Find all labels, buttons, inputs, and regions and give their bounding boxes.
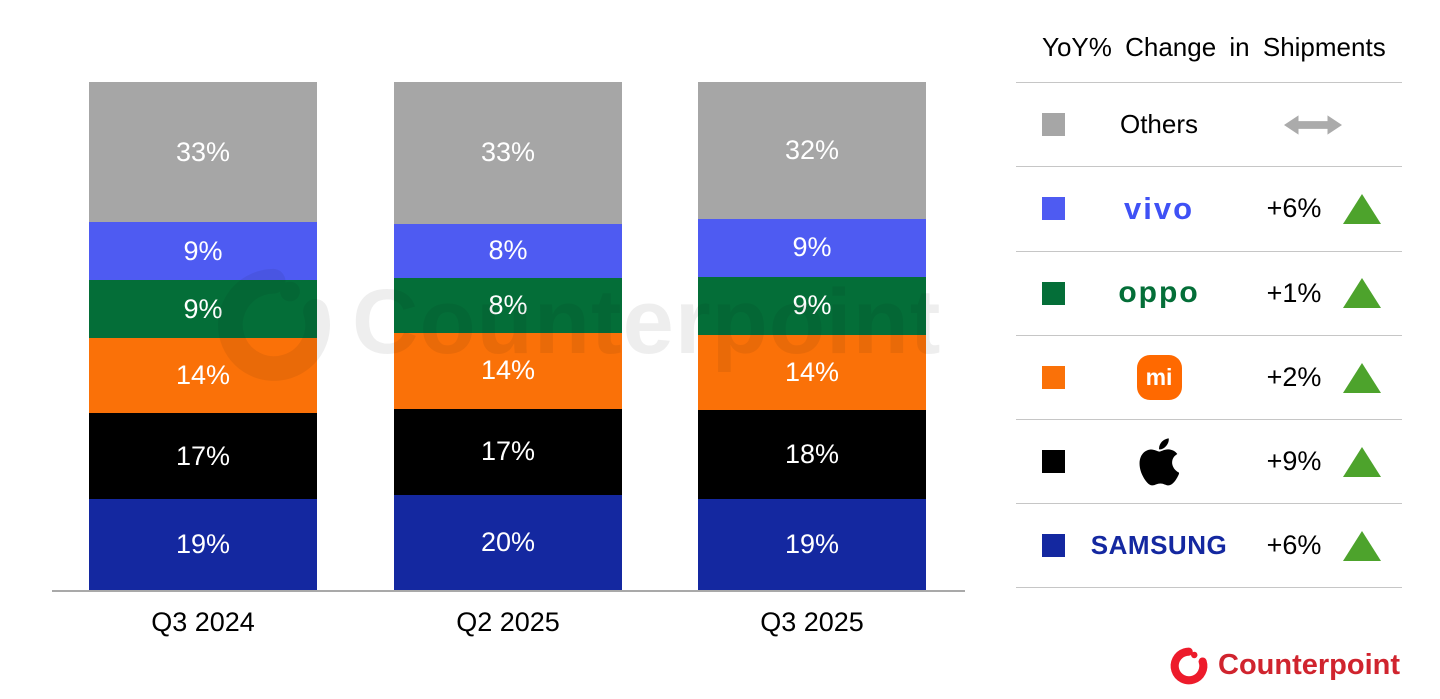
- apple-icon: [1139, 438, 1179, 486]
- bar-segment-samsung: 19%: [89, 498, 317, 591]
- segment-value-label: 20%: [480, 527, 536, 558]
- segment-value-label: 14%: [175, 360, 231, 391]
- legend-panel: YoY% Change in Shipments Others vivo +6%…: [1016, 20, 1402, 588]
- bar-segment-apple: 18%: [698, 409, 926, 499]
- bar-segment-xiaomi: 14%: [394, 333, 622, 409]
- vivo-up-indicator: [1336, 193, 1398, 224]
- up-triangle-icon: [1343, 446, 1381, 477]
- legend-row-others: Others: [1016, 82, 1402, 166]
- segment-value-label: 8%: [488, 290, 528, 321]
- stacked-bar-q3-2024: 33% 9% 9% 14% 17% 19%: [89, 82, 317, 591]
- counterpoint-logo-icon: [1170, 647, 1208, 685]
- oppo-yoy-change: +1%: [1266, 277, 1322, 308]
- apple-up-indicator: [1336, 446, 1398, 477]
- others-label: Others: [1119, 109, 1199, 140]
- vivo-yoy-change: +6%: [1266, 193, 1322, 224]
- bar-segment-others: 33%: [394, 82, 622, 224]
- vivo-logo: vivo: [1123, 190, 1195, 226]
- oppo-swatch: [1042, 281, 1065, 305]
- samsung-logo: SAMSUNG: [1090, 530, 1228, 561]
- up-triangle-icon: [1343, 530, 1381, 561]
- up-triangle-icon: [1343, 362, 1381, 393]
- segment-value-label: 9%: [183, 235, 223, 266]
- bar-segment-samsung: 19%: [698, 498, 926, 591]
- counterpoint-brand-text: Counterpoint: [1218, 648, 1401, 681]
- bar-segment-others: 33%: [89, 82, 317, 223]
- bar-segment-apple: 17%: [89, 413, 317, 499]
- legend-title: YoY% Change in Shipments: [1042, 32, 1386, 62]
- bar-segment-vivo: 9%: [89, 222, 317, 281]
- segment-value-label: 32%: [784, 134, 840, 165]
- xiaomi-up-indicator: [1336, 362, 1398, 393]
- segment-value-label: 9%: [183, 293, 223, 324]
- segment-value-label: 14%: [480, 355, 536, 386]
- bar-segment-vivo: 8%: [394, 223, 622, 279]
- samsung-up-indicator: [1336, 530, 1398, 561]
- bar-segment-oppo: 9%: [89, 280, 317, 339]
- samsung-swatch: [1042, 534, 1065, 558]
- xiaomi-swatch: [1042, 366, 1065, 390]
- oppo-logo: oppo: [1118, 276, 1200, 310]
- bar-segment-xiaomi: 14%: [89, 338, 317, 414]
- legend-row-xiaomi: mi +2%: [1016, 334, 1402, 419]
- oppo-up-indicator: [1336, 278, 1398, 309]
- segment-value-label: 33%: [480, 137, 536, 168]
- stacked-bar-q2-2025: 33% 8% 8% 14% 17% 20%: [394, 82, 622, 592]
- segment-value-label: 18%: [784, 438, 840, 469]
- segment-value-label: 33%: [175, 136, 231, 167]
- segment-value-label: 17%: [480, 436, 536, 467]
- legend-row-samsung: SAMSUNG +6%: [1016, 503, 1402, 588]
- x-axis-line: [52, 590, 965, 592]
- x-axis-label-q2-2025: Q2 2025: [456, 607, 560, 637]
- vivo-swatch: [1042, 197, 1065, 221]
- stacked-bar-q3-2025: 32% 9% 9% 14% 18% 19%: [698, 82, 926, 591]
- bar-segment-oppo: 8%: [394, 278, 622, 334]
- xiaomi-mi-logo: mi: [1066, 355, 1252, 401]
- samsung-yoy-change: +6%: [1266, 530, 1322, 561]
- bar-segment-samsung: 20%: [394, 494, 622, 592]
- legend-row-apple: +9%: [1016, 419, 1402, 503]
- apple-yoy-change: +9%: [1266, 446, 1322, 477]
- legend-row-oppo: oppo +1%: [1016, 250, 1402, 335]
- up-triangle-icon: [1343, 193, 1381, 224]
- x-axis-label-q3-2024: Q3 2024: [151, 607, 255, 637]
- xiaomi-yoy-change: +2%: [1266, 362, 1322, 393]
- bar-segment-oppo: 9%: [698, 276, 926, 335]
- others-swatch: [1042, 113, 1065, 137]
- bar-segment-apple: 17%: [394, 408, 622, 495]
- segment-value-label: 9%: [792, 290, 832, 321]
- apple-swatch: [1042, 450, 1065, 474]
- segment-value-label: 19%: [175, 529, 231, 560]
- segment-value-label: 19%: [784, 529, 840, 560]
- mi-badge-icon: mi: [1136, 355, 1182, 401]
- segment-value-label: 14%: [784, 356, 840, 387]
- up-triangle-icon: [1343, 278, 1381, 309]
- bar-segment-vivo: 9%: [698, 218, 926, 277]
- x-axis-label-q3-2025: Q3 2025: [760, 607, 864, 637]
- legend-row-vivo: vivo +6%: [1016, 166, 1402, 250]
- counterpoint-brand: Counterpoint: [1168, 644, 1400, 686]
- flat-change-indicator: [1284, 113, 1342, 137]
- segment-value-label: 9%: [792, 232, 832, 263]
- apple-logo: [1066, 435, 1252, 488]
- bar-segment-xiaomi: 14%: [698, 334, 926, 410]
- bar-segment-others: 32%: [698, 82, 926, 219]
- segment-value-label: 17%: [175, 440, 231, 471]
- double-headed-arrow-icon: [1284, 114, 1342, 135]
- segment-value-label: 8%: [488, 235, 528, 266]
